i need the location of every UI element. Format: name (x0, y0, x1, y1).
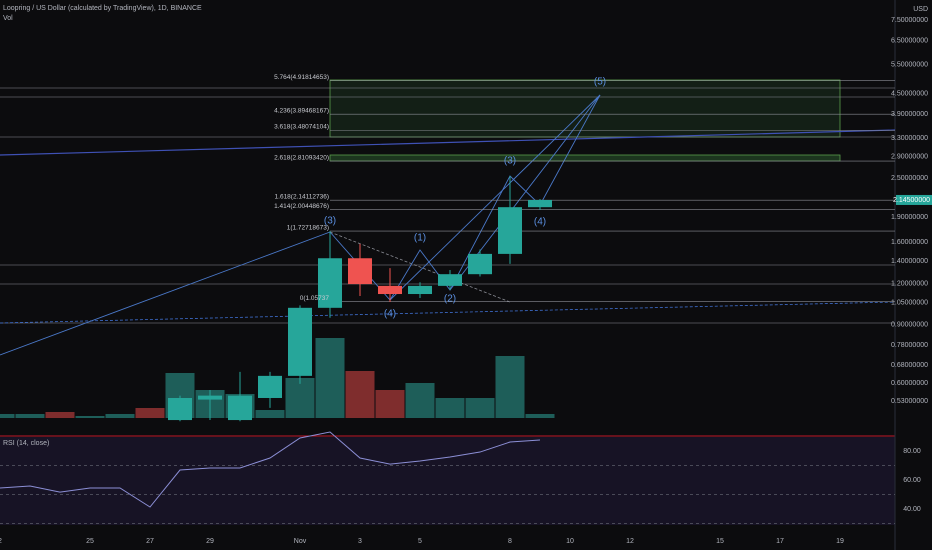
candle-body (438, 274, 462, 286)
rsi-tick-label: 80.00 (903, 448, 921, 455)
y-tick-label: 1.20000000 (891, 280, 928, 287)
trend-line (329, 231, 511, 303)
y-tick-label: 0.78000000 (891, 342, 928, 349)
x-tick-label: 25 (86, 538, 94, 545)
volume-bar (15, 414, 45, 418)
wave-label: (4) (534, 217, 546, 228)
y-tick-label: 0.90000000 (891, 322, 928, 329)
y-tick-label: 1.05000000 (891, 300, 928, 307)
fib-label: 2.618(2.81093420) (274, 154, 329, 161)
fib-label: 1(1.72718673) (287, 224, 329, 231)
volume-bar (135, 408, 165, 418)
wave-label: (3) (324, 216, 336, 227)
y-tick-label: 7.50000000 (891, 17, 928, 24)
y-tick-label: 3.30000000 (891, 135, 928, 142)
volume-bar (75, 416, 105, 418)
rsi-tick-label: 40.00 (903, 506, 921, 513)
last-price-badge (896, 194, 932, 205)
y-tick-label: 4.50000000 (891, 90, 928, 97)
x-tick-label: 27 (146, 538, 154, 545)
y-tick-label: 5.50000000 (891, 61, 928, 68)
candle-body (468, 253, 492, 275)
x-tick-label: 2 (0, 538, 2, 545)
currency-label: USD (913, 6, 928, 13)
x-tick-label: 29 (206, 538, 214, 545)
x-tick-label: 3 (358, 538, 362, 545)
rsi-background (0, 437, 895, 525)
fib-label: 0(1.05737 (300, 295, 330, 302)
fib-label: 1.618(2.14112736) (275, 193, 329, 200)
fib-label: 3.618(3.48074104) (274, 124, 329, 131)
last-price-label: 2.14500000 (893, 197, 930, 204)
volume-bar (105, 414, 135, 418)
candle-body (498, 207, 522, 254)
candle-body (168, 397, 192, 421)
y-tick-label: 3.90000000 (891, 111, 928, 118)
x-tick-label: 12 (626, 538, 634, 545)
trend-line (0, 129, 895, 156)
y-tick-label: 1.40000000 (891, 258, 928, 265)
volume-bar (405, 383, 435, 418)
volume-bar (435, 398, 465, 418)
y-tick-label: 2.50000000 (891, 175, 928, 182)
symbol-title: Loopring / US Dollar (calculated by Trad… (3, 5, 202, 12)
volume-bar (315, 338, 345, 418)
candle-body (198, 395, 222, 400)
candle-body (528, 199, 552, 208)
candle-body (408, 285, 432, 295)
wave-line (389, 94, 601, 301)
volume-bar (285, 378, 315, 418)
wave-label: (1) (414, 233, 426, 244)
fib-zone (329, 79, 841, 138)
drawings (0, 87, 895, 356)
candle-body (348, 258, 372, 285)
y-tick-label: 6.50000000 (891, 37, 928, 44)
y-tick-label: 0.68000000 (891, 362, 928, 369)
volume-title: Vol (3, 15, 13, 22)
candle-body (258, 375, 282, 398)
candle-body (378, 285, 402, 295)
y-tick-label: 1.90000000 (891, 214, 928, 221)
x-tick-label: 5 (418, 538, 422, 545)
y-tick-label: 0.60000000 (891, 380, 928, 387)
volume-bar (495, 356, 525, 418)
wave-label: (2) (444, 294, 456, 305)
volume-bar (525, 414, 555, 418)
rsi-tick-label: 60.00 (903, 477, 921, 484)
y-tick-label: 2.90000000 (891, 153, 928, 160)
candle-body (318, 258, 342, 308)
rsi-title: RSI (14, close) (3, 440, 49, 447)
trend-line (0, 301, 895, 324)
volume-bar (345, 371, 375, 418)
fib-zone (329, 154, 841, 162)
volume-bar (465, 398, 495, 418)
fib-label: 5.764(4.91814653) (274, 74, 329, 81)
plot (0, 80, 895, 524)
fib-label: 4.236(3.89468167) (274, 107, 329, 114)
wave-label: (5) (594, 77, 606, 88)
x-tick-label: 19 (836, 538, 844, 545)
y-tick-label: 0.53000000 (891, 398, 928, 405)
volume-bar (45, 412, 75, 418)
candle-body (228, 395, 252, 421)
fib-label: 1.414(2.00448676) (274, 203, 329, 210)
volume-bar (375, 390, 405, 418)
wave-label: (3) (504, 156, 516, 167)
volume-bar (255, 410, 285, 418)
x-tick-label: 17 (776, 538, 784, 545)
x-tick-label: 15 (716, 538, 724, 545)
candle-body (288, 307, 312, 376)
volume-bar (0, 414, 15, 418)
wave-label: (4) (384, 309, 396, 320)
y-tick-label: 1.60000000 (891, 239, 928, 246)
x-tick-label: 8 (508, 538, 512, 545)
x-tick-label: Nov (294, 538, 307, 545)
x-tick-label: 10 (566, 538, 574, 545)
rsi-line (0, 431, 541, 508)
